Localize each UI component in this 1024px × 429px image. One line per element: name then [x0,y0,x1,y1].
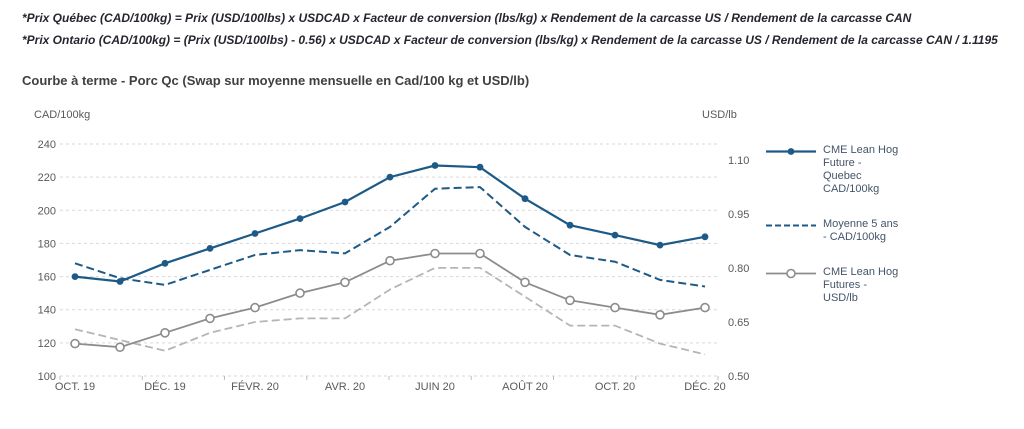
legend-swatch-cme-lean-hog-future-quebec-cad [766,148,816,155]
chart-title: Courbe à terme - Porc Qc (Swap sur moyen… [22,73,530,88]
right-tick-label: 0.65 [728,317,749,329]
series-line-moyenne-5-ans-cad [74,186,706,288]
data-marker-cme-lean-hog-future-quebec-cad [566,221,574,229]
data-marker-cme-lean-hog-futures-usd [700,302,710,313]
legend-marker-sample [787,148,795,155]
data-marker-cme-lean-hog-futures-usd [475,248,485,259]
data-marker-cme-lean-hog-future-quebec-cad [206,245,214,252]
legend-item-cme-lean-hog-future-quebec-cad: CME Lean Hog Future - Quebec CAD/100kg [766,144,903,196]
left-axis-title: CAD/100kg [34,109,90,121]
data-marker-cme-lean-hog-futures-usd [655,310,665,320]
left-tick-label: 220 [38,172,56,184]
data-marker-cme-lean-hog-future-quebec-cad [656,241,664,249]
data-marker-cme-lean-hog-futures-usd [520,277,530,288]
data-marker-cme-lean-hog-futures-usd [115,342,125,352]
left-tick-label: 140 [38,305,56,317]
right-tick-label: 0.50 [728,371,749,383]
x-tick-label: JUIN 20 [415,381,455,393]
series-line-unlabeled-dashed-gray [74,266,706,356]
legend-item-moyenne-5-ans-cad: Moyenne 5 ans - CAD/100kg [766,218,903,244]
formula-quebec: *Prix Québec (CAD/100kg) = Prix (USD/100… [22,11,912,25]
x-tick-label: AOÛT 20 [502,380,548,393]
right-tick-label: 1.10 [728,155,749,167]
formula-ontario: *Prix Ontario (CAD/100kg) = (Prix (USD/1… [22,33,998,47]
legend-label: CME Lean Hog Futures - USD/lb [823,266,899,304]
legend-label: Moyenne 5 ans - CAD/100kg [823,218,899,243]
left-tick-label: 120 [38,338,56,350]
data-marker-cme-lean-hog-futures-usd [70,338,80,349]
data-marker-cme-lean-hog-futures-usd [565,295,575,306]
x-tick-label: AVR. 20 [325,381,365,393]
data-marker-cme-lean-hog-futures-usd [610,302,620,313]
data-marker-cme-lean-hog-futures-usd [160,328,170,338]
x-tick-label: DÉC. 19 [144,380,186,393]
right-axis-title: USD/lb [702,109,737,121]
data-marker-cme-lean-hog-future-quebec-cad [296,215,304,222]
legend-marker-sample [786,268,796,279]
data-marker-cme-lean-hog-futures-usd [250,302,260,313]
data-marker-cme-lean-hog-future-quebec-cad [521,195,529,203]
right-tick-label: 0.95 [728,209,749,221]
data-marker-cme-lean-hog-future-quebec-cad [251,230,259,237]
data-marker-cme-lean-hog-future-quebec-cad [701,233,709,241]
left-tick-label: 240 [38,139,56,151]
data-marker-cme-lean-hog-futures-usd [205,313,215,324]
data-marker-cme-lean-hog-futures-usd [385,255,395,266]
right-tick-label: 0.80 [728,263,749,275]
left-tick-label: 200 [38,205,56,217]
left-tick-label: 100 [38,371,56,383]
formula-notes: *Prix Québec (CAD/100kg) = Prix (USD/100… [0,0,1024,51]
x-tick-label: OCT. 20 [595,381,635,393]
legend: CME Lean Hog Future - Quebec CAD/100kg Mo… [766,144,903,305]
data-marker-cme-lean-hog-futures-usd [340,277,350,288]
data-marker-cme-lean-hog-futures-usd [295,288,305,298]
legend-swatch-moyenne-5-ans-cad [766,224,816,227]
chart-area: 240 220 200 180 160 140 120 100 1.10 0.95 0.80 0.65… [0,98,1024,413]
left-tick-label: 160 [38,272,56,284]
data-marker-cme-lean-hog-future-quebec-cad [611,231,619,239]
legend-swatch-cme-lean-hog-futures-usd [766,268,816,279]
data-marker-cme-lean-hog-future-quebec-cad [116,278,124,285]
data-marker-cme-lean-hog-future-quebec-cad [341,198,349,206]
chart-svg: 240 220 200 180 160 140 120 100 1.10 0.95 0.80 0.65… [34,109,749,393]
data-marker-cme-lean-hog-future-quebec-cad [161,259,169,267]
legend-label: CME Lean Hog Future - Quebec CAD/100kg [823,144,899,195]
data-marker-cme-lean-hog-future-quebec-cad [476,163,484,171]
x-tick-label: DÉC. 20 [684,380,726,393]
data-marker-cme-lean-hog-future-quebec-cad [431,162,439,169]
legend-item-cme-lean-hog-futures-usd: CME Lean Hog Futures - USD/lb [766,266,903,305]
data-marker-cme-lean-hog-future-quebec-cad [386,173,394,181]
x-tick-label: OCT. 19 [55,381,95,393]
left-tick-label: 180 [38,238,56,250]
x-tick-label: FÉVR. 20 [231,380,279,393]
data-marker-cme-lean-hog-future-quebec-cad [71,273,79,280]
data-marker-cme-lean-hog-futures-usd [430,248,440,259]
